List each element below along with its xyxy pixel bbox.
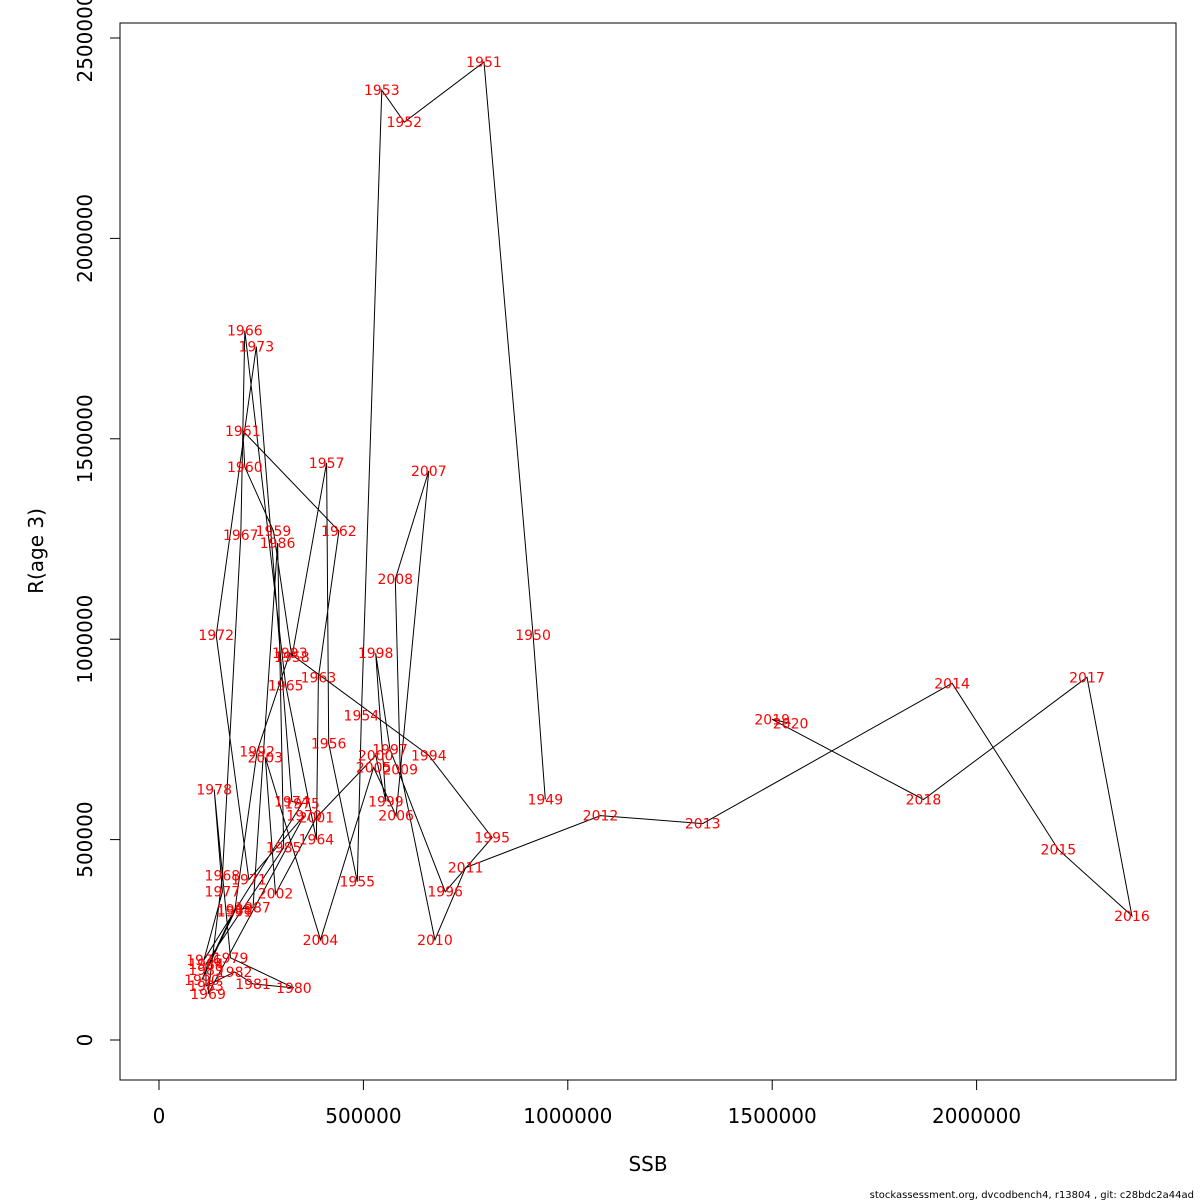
point-label-1989: 1989 — [188, 963, 224, 979]
point-label-1953: 1953 — [364, 83, 400, 99]
point-label-2017: 2017 — [1069, 670, 1105, 686]
x-tick-label: 2000000 — [932, 1104, 1021, 1128]
point-label-1996: 1996 — [427, 885, 463, 901]
footer-note: stockassessment.org, dvcodbench4, r13804… — [870, 1190, 1194, 1200]
y-tick-label: 1000000 — [73, 595, 97, 684]
point-label-1982: 1982 — [217, 965, 253, 981]
point-label-1990: 1990 — [184, 973, 220, 989]
point-label-1979: 1979 — [213, 951, 249, 967]
point-label-1959: 1959 — [256, 524, 292, 540]
point-label-1964: 1964 — [299, 833, 335, 849]
x-axis: 0 500000 1000000 1500000 2000000 — [153, 1079, 1021, 1128]
point-label-1983: 1983 — [188, 979, 224, 995]
point-label-1951: 1951 — [466, 55, 502, 71]
point-label-1955: 1955 — [339, 875, 375, 891]
x-axis-title: SSB — [628, 1152, 667, 1176]
point-label-1977: 1977 — [205, 885, 241, 901]
point-label-2014: 2014 — [934, 676, 970, 692]
point-labels: 1949 1950 1951 1952 1953 1954 1955 1956 1957 1958… — [184, 55, 1150, 1003]
point-label-1978: 1978 — [196, 783, 232, 799]
point-label-1998: 1998 — [358, 646, 394, 662]
point-label-2012: 2012 — [583, 809, 619, 825]
point-label-1958: 1958 — [274, 650, 310, 666]
point-label-1995: 1995 — [474, 831, 510, 847]
point-label-1988: 1988 — [217, 903, 253, 919]
point-label-2006: 2006 — [378, 809, 414, 825]
series-line — [201, 61, 1133, 995]
point-label-2011: 2011 — [448, 861, 484, 877]
y-axis: 0 500000 1000000 1500000 2000000 2500000 — [73, 0, 121, 1047]
point-label-1949: 1949 — [527, 793, 563, 809]
point-label-1985: 1985 — [266, 841, 302, 857]
point-label-1952: 1952 — [386, 115, 422, 131]
point-label-1973: 1973 — [238, 340, 274, 356]
point-label-1963: 1963 — [301, 670, 337, 686]
point-label-1960: 1960 — [227, 460, 263, 476]
point-label-1966: 1966 — [227, 324, 263, 340]
point-label-1971: 1971 — [231, 873, 267, 889]
point-label-2013: 2013 — [685, 817, 721, 833]
y-tick-label: 2000000 — [73, 194, 97, 283]
point-label-1975: 1975 — [284, 797, 320, 813]
point-label-1987: 1987 — [235, 901, 271, 917]
point-label-2005: 2005 — [356, 760, 392, 776]
point-label-2020: 2020 — [773, 716, 809, 732]
point-label-2016: 2016 — [1114, 909, 1150, 925]
point-label-1969: 1969 — [190, 987, 226, 1003]
point-label-2001: 2001 — [299, 811, 335, 827]
point-label-2015: 2015 — [1041, 843, 1077, 859]
point-label-1980: 1980 — [276, 981, 312, 997]
x-tick-label: 1000000 — [523, 1104, 612, 1128]
point-label-2000: 2000 — [358, 748, 394, 764]
point-label-1965: 1965 — [268, 678, 304, 694]
point-label-1954: 1954 — [344, 708, 380, 724]
point-label-2003: 2003 — [247, 750, 283, 766]
point-label-1999: 1999 — [368, 795, 404, 811]
point-label-2010: 2010 — [417, 933, 453, 949]
point-label-1976: 1976 — [186, 953, 222, 969]
point-label-1994: 1994 — [411, 748, 447, 764]
point-label-1984: 1984 — [188, 957, 224, 973]
point-label-1992: 1992 — [239, 744, 275, 760]
y-tick-label: 1500000 — [73, 394, 97, 483]
point-label-2007: 2007 — [411, 464, 447, 480]
point-label-1967: 1967 — [223, 528, 259, 544]
y-axis-title: R(age 3) — [24, 508, 48, 594]
point-label-1956: 1956 — [311, 736, 347, 752]
point-label-1991: 1991 — [217, 905, 253, 921]
series-path — [201, 61, 1133, 995]
y-tick-label: 2500000 — [73, 0, 97, 83]
y-tick-label: 0 — [73, 1034, 97, 1047]
point-label-2002: 2002 — [258, 887, 294, 903]
point-label-1981: 1981 — [235, 977, 271, 993]
point-label-1962: 1962 — [321, 524, 357, 540]
x-tick-label: 1500000 — [728, 1104, 817, 1128]
point-label-1997: 1997 — [372, 742, 408, 758]
point-label-2008: 2008 — [377, 572, 413, 588]
point-label-1993: 1993 — [272, 646, 308, 662]
point-label-1974: 1974 — [274, 795, 310, 811]
point-label-1968: 1968 — [205, 869, 241, 885]
point-label-1970: 1970 — [286, 809, 322, 825]
point-label-2018: 2018 — [906, 793, 942, 809]
point-label-2009: 2009 — [382, 762, 418, 778]
point-label-2019: 2019 — [754, 712, 790, 728]
point-label-1972: 1972 — [198, 628, 234, 644]
point-label-1957: 1957 — [309, 456, 345, 472]
point-label-2004: 2004 — [303, 933, 339, 949]
x-tick-label: 0 — [153, 1104, 166, 1128]
point-label-1986: 1986 — [260, 536, 296, 552]
y-tick-label: 500000 — [73, 801, 97, 877]
point-label-1961: 1961 — [225, 424, 261, 440]
point-label-1950: 1950 — [515, 628, 551, 644]
x-tick-label: 500000 — [325, 1104, 401, 1128]
